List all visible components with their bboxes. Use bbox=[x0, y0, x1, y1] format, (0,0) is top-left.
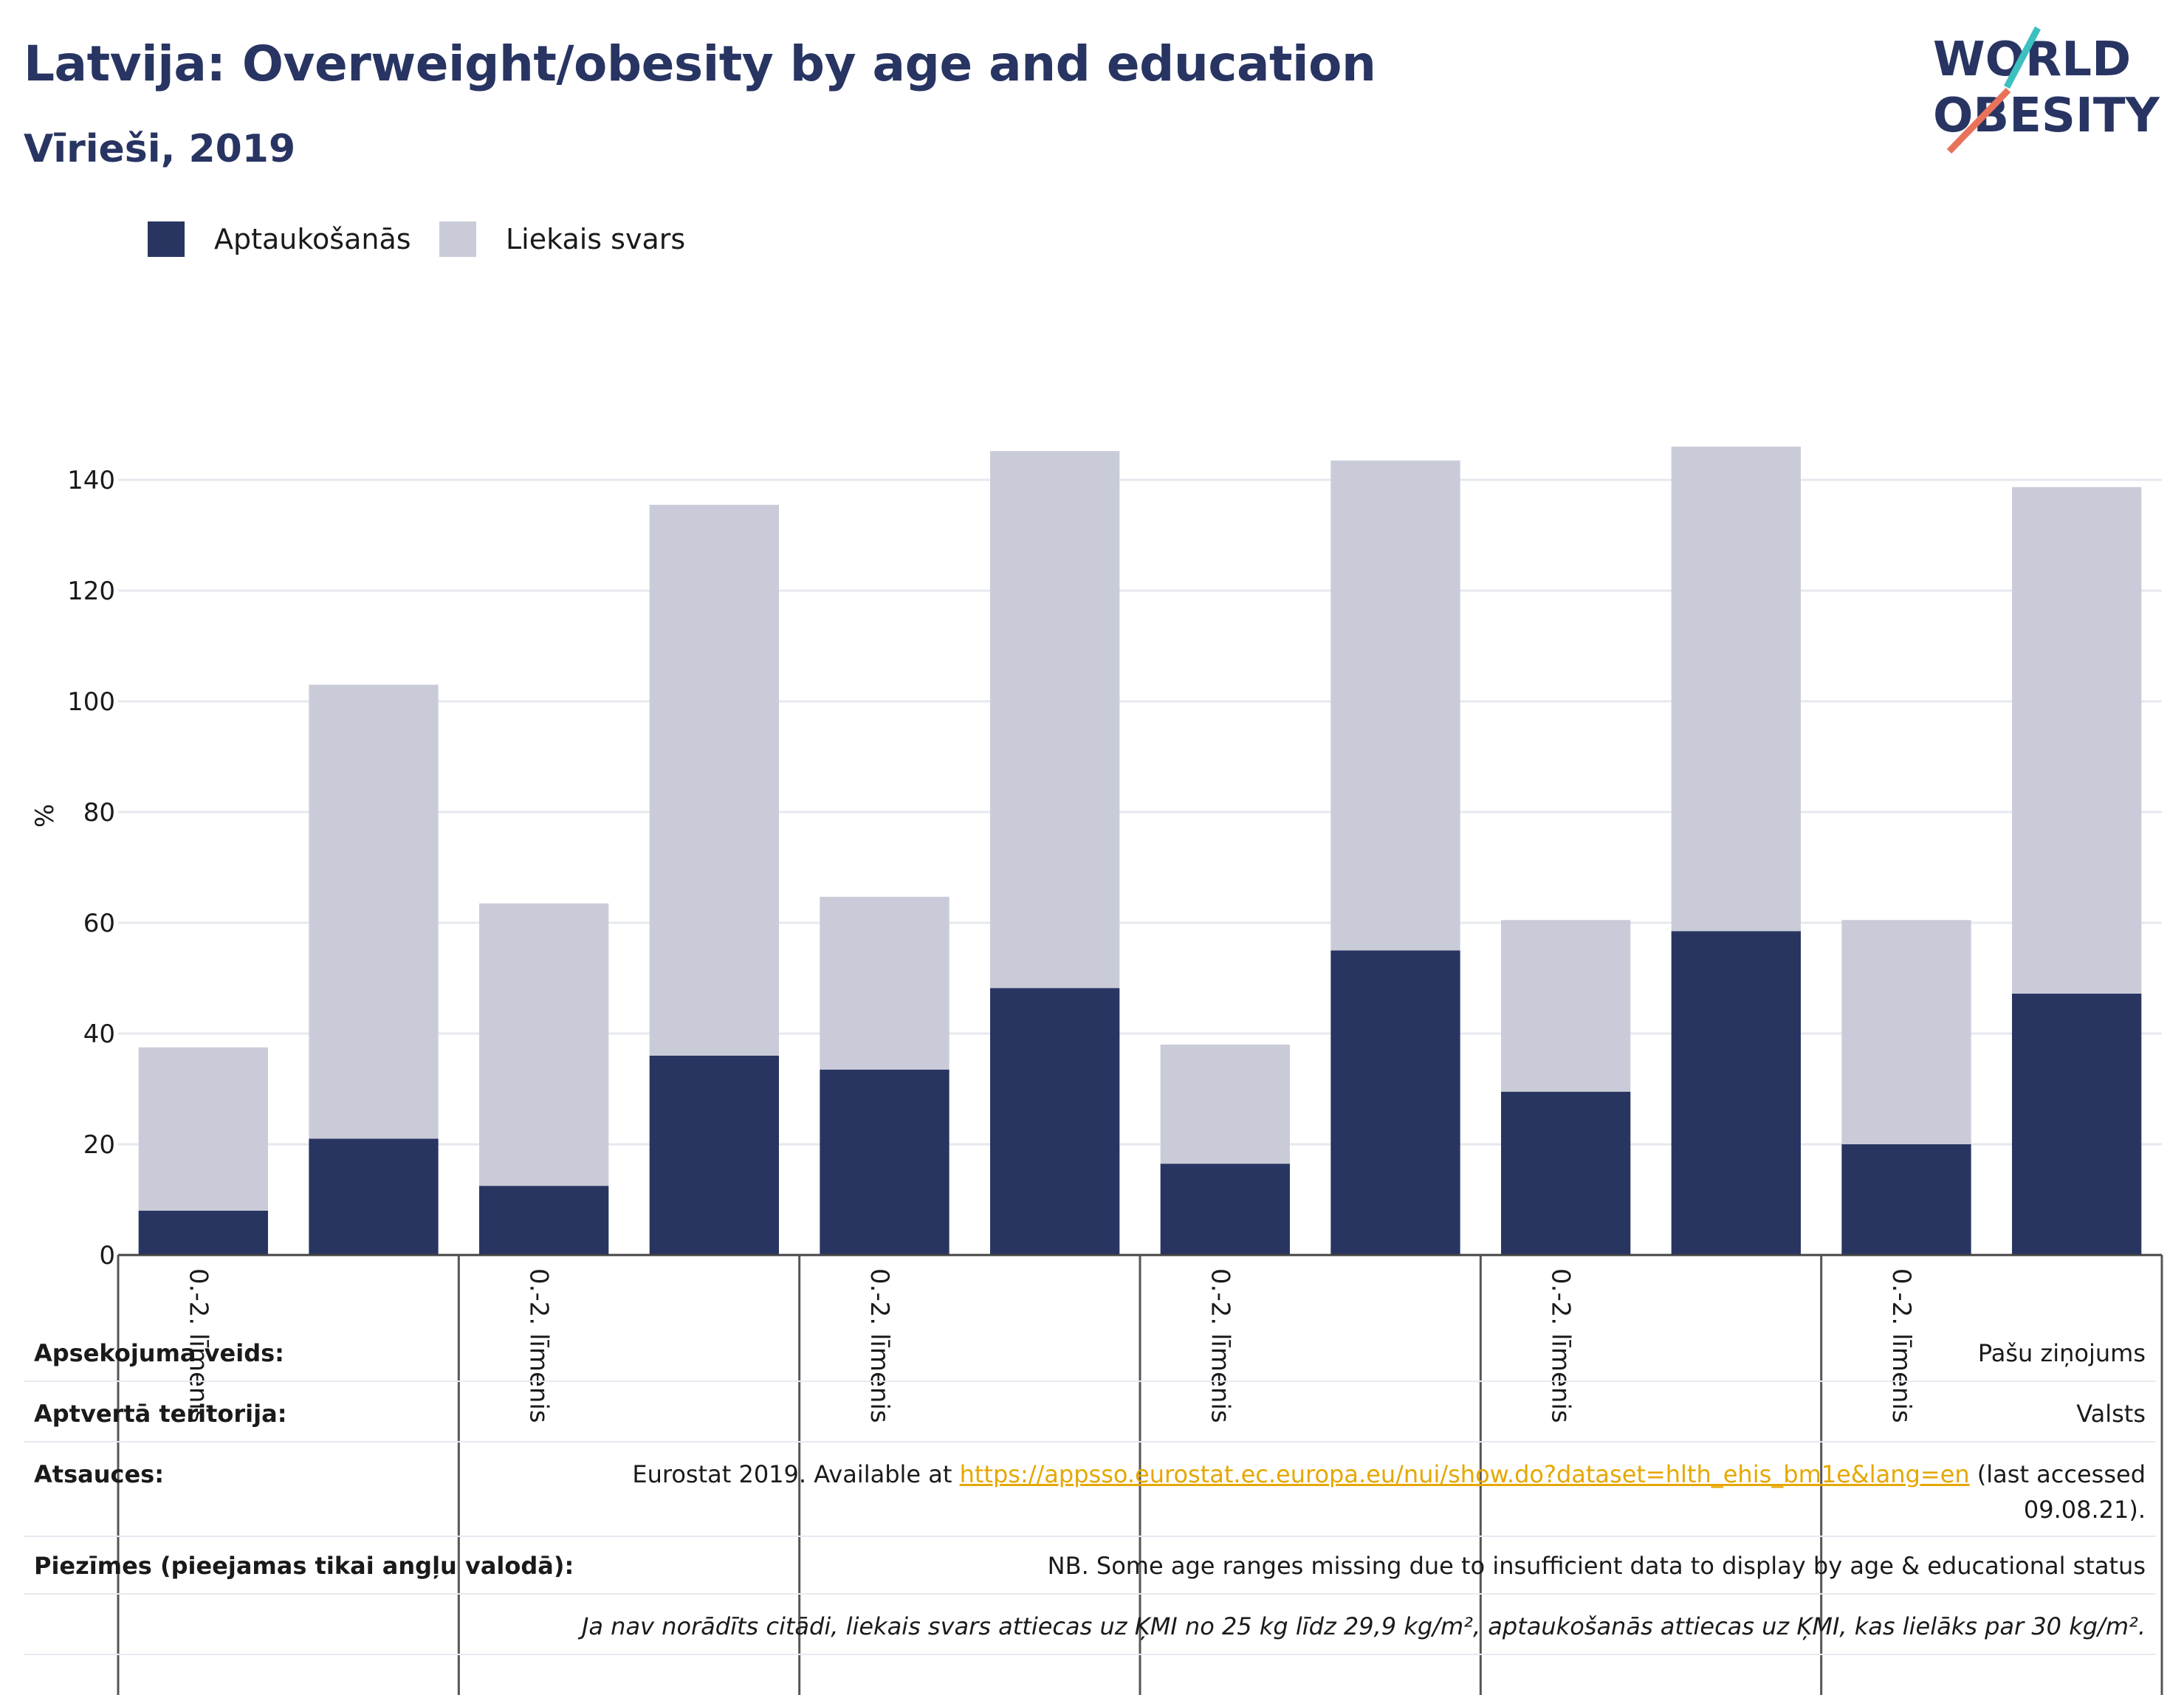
bar-obesity bbox=[2012, 994, 2142, 1255]
sources-label: Atsauces: bbox=[34, 1460, 164, 1488]
notes-label: Piezīmes (pieejamas tikai angļu valodā): bbox=[34, 1552, 574, 1580]
bar-overweight bbox=[1501, 920, 1631, 1092]
y-tick-label: 40 bbox=[83, 1020, 115, 1049]
legend-label-overweight: Liekais svars bbox=[506, 223, 686, 255]
chart-subtitle: Vīrieši, 2019 bbox=[24, 127, 296, 171]
x-tick-label: 0.-2. līmenis bbox=[1205, 1268, 1234, 1423]
info-divider bbox=[24, 1441, 2156, 1443]
definition-note: Ja nav norādīts citādi, liekais svars at… bbox=[581, 1612, 2146, 1640]
sources-link[interactable]: https://appsso.eurostat.ec.europa.eu/nui… bbox=[959, 1460, 1970, 1488]
sources-value: Eurostat 2019. Available at https://apps… bbox=[632, 1460, 2146, 1488]
bar-obesity bbox=[990, 988, 1120, 1255]
bar-obesity bbox=[309, 1138, 439, 1255]
sources-prefix: Eurostat 2019. Available at bbox=[632, 1460, 960, 1488]
bar-obesity bbox=[1330, 950, 1460, 1255]
y-tick-label: 0 bbox=[99, 1241, 115, 1271]
y-tick-label: 120 bbox=[67, 577, 115, 606]
bar-overweight bbox=[1671, 447, 1801, 932]
category-separators bbox=[117, 1255, 2163, 1695]
x-tick-label: 0.-2. līmenis bbox=[183, 1268, 213, 1423]
y-tick-label: 20 bbox=[83, 1130, 115, 1160]
legend-label-obesity: Aptaukošanās bbox=[214, 223, 411, 255]
bar-overweight bbox=[1160, 1045, 1290, 1164]
sources-suffix: (last accessed bbox=[1969, 1460, 2146, 1488]
bar-overweight bbox=[1330, 460, 1460, 951]
logo-slash-coral bbox=[1946, 87, 2011, 154]
bar-obesity bbox=[138, 1211, 268, 1255]
bar-obesity bbox=[1160, 1163, 1290, 1255]
bar-overweight bbox=[649, 504, 779, 1056]
logo-word-obesity: OBESITY bbox=[1933, 89, 2160, 143]
info-divider bbox=[24, 1381, 2156, 1382]
coverage-value: Valsts bbox=[2076, 1400, 2146, 1428]
y-tick-label: 80 bbox=[83, 798, 115, 828]
info-divider bbox=[24, 1593, 2156, 1595]
bar-overweight bbox=[1841, 920, 1971, 1144]
bar-obesity bbox=[649, 1056, 779, 1255]
bar-overweight bbox=[138, 1047, 268, 1211]
bar-obesity bbox=[479, 1186, 609, 1255]
y-tick-label: 60 bbox=[83, 909, 115, 938]
y-tick-label: 140 bbox=[67, 466, 115, 495]
survey-type-value: Pašu ziņojums bbox=[1977, 1339, 2146, 1367]
y-axis-title: % bbox=[30, 804, 60, 828]
bar-overweight bbox=[990, 451, 1120, 989]
legend-swatch-overweight bbox=[439, 221, 476, 257]
info-divider bbox=[24, 1654, 2156, 1655]
survey-type-label: Apsekojuma veids: bbox=[34, 1339, 284, 1367]
y-tick-label: 100 bbox=[67, 687, 115, 717]
bar-obesity bbox=[1501, 1091, 1631, 1255]
bar-overweight bbox=[309, 684, 439, 1139]
bar-obesity bbox=[1671, 931, 1801, 1255]
chart-title: Latvija: Overweight/obesity by age and e… bbox=[24, 35, 1376, 92]
x-tick-label: 0.-2. līmenis bbox=[524, 1268, 554, 1423]
coverage-label: Aptvertā teritorija: bbox=[34, 1400, 287, 1428]
info-divider bbox=[24, 1536, 2156, 1537]
logo-slash-teal bbox=[2004, 26, 2041, 89]
bar-obesity bbox=[820, 1069, 950, 1255]
x-tick-label: 0.-2. līmenis bbox=[1886, 1268, 1916, 1423]
legend-swatch-obesity bbox=[148, 221, 185, 257]
x-tick-labels: 0.-2. līmenis 0.-2. līmenis 0.-2. līmenis 0… bbox=[183, 1268, 1916, 1423]
sources-date: 09.08.21). bbox=[2023, 1496, 2146, 1524]
x-tick-label: 0.-2. līmenis bbox=[865, 1268, 894, 1423]
x-tick-label: 0.-2. līmenis bbox=[1546, 1268, 1576, 1423]
world-obesity-logo: WORLD OBESITY bbox=[1933, 26, 2160, 154]
grid-lines bbox=[118, 478, 2162, 1146]
bars bbox=[138, 447, 2142, 1255]
bar-overweight bbox=[2012, 487, 2142, 994]
bar-obesity bbox=[1841, 1144, 1971, 1255]
bar-overweight bbox=[479, 903, 609, 1186]
notes-value: NB. Some age ranges missing due to insuf… bbox=[1047, 1552, 2146, 1580]
bar-overweight bbox=[820, 896, 950, 1070]
